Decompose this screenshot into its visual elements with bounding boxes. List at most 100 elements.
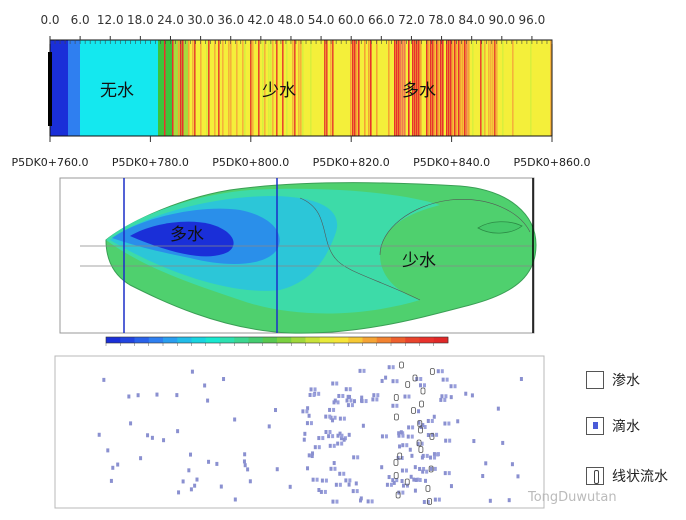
water-point-marker xyxy=(400,468,404,473)
water-point-marker xyxy=(150,435,154,440)
dripping-icon xyxy=(586,417,604,435)
strip-stripe xyxy=(222,40,224,136)
water-point-marker xyxy=(288,484,292,489)
strip-stripe xyxy=(436,40,438,136)
strip-stripe xyxy=(200,40,202,136)
water-point-marker xyxy=(384,434,388,439)
water-point-marker xyxy=(189,452,193,457)
top-tick-label: 84.0 xyxy=(458,13,485,27)
water-point-marker xyxy=(175,393,179,398)
water-point-marker xyxy=(336,441,340,446)
water-point-marker xyxy=(385,482,389,487)
strip-stripe xyxy=(530,40,532,136)
strip-stripe xyxy=(330,40,332,136)
strip-stripe xyxy=(466,40,468,136)
water-point-marker xyxy=(309,387,313,392)
water-point-marker xyxy=(246,467,250,472)
station-tick-label: P5DK0+780.0 xyxy=(112,156,189,169)
water-point-marker xyxy=(111,465,115,470)
strip-stripe xyxy=(430,40,432,136)
water-point-marker xyxy=(407,394,411,399)
water-point-marker xyxy=(203,383,207,388)
water-point-marker xyxy=(359,496,363,501)
station-tick-label: P5DK0+860.0 xyxy=(513,156,590,169)
water-point-marker xyxy=(449,395,453,400)
color-scale-segment xyxy=(220,337,235,343)
legend-dripping-label: 滴水 xyxy=(612,419,640,435)
linear-flow-marker xyxy=(418,446,424,453)
strip-stripe xyxy=(270,40,272,136)
color-scale-segment xyxy=(177,337,192,343)
water-point-marker xyxy=(274,408,278,413)
strip-stripe xyxy=(512,40,514,136)
strip-stripe xyxy=(228,40,230,136)
water-point-marker xyxy=(449,384,453,389)
water-point-marker xyxy=(340,441,344,446)
strip-stripe xyxy=(446,40,448,136)
water-point-marker xyxy=(448,438,452,443)
water-point-marker xyxy=(401,483,405,488)
water-point-marker xyxy=(333,415,337,420)
color-scale-segment xyxy=(262,337,278,343)
water-point-marker xyxy=(177,490,181,495)
linear-flow-marker xyxy=(419,400,424,408)
linear-flow-marker xyxy=(428,465,434,473)
water-point-marker xyxy=(391,478,395,483)
color-scale-bar xyxy=(105,336,449,346)
linear-flow-marker xyxy=(416,439,422,447)
strip-stripe xyxy=(418,40,420,136)
strip-stripe xyxy=(230,40,232,136)
top-tick-label: 36.0 xyxy=(217,13,244,27)
linear-flow-marker xyxy=(420,387,426,395)
strip-stripe xyxy=(258,40,260,136)
strip-stripe xyxy=(398,40,400,136)
water-point-marker xyxy=(275,467,279,472)
color-scale-segment xyxy=(205,337,221,343)
water-point-marker xyxy=(423,425,427,430)
color-scale-segment xyxy=(234,337,249,343)
water-point-marker xyxy=(176,429,180,434)
strip-stripe xyxy=(292,40,294,136)
water-point-marker xyxy=(313,445,317,450)
water-point-marker xyxy=(425,453,429,458)
linear-flow-marker xyxy=(404,478,410,486)
strip-stripe xyxy=(352,40,354,136)
contour-small-loop xyxy=(477,221,523,234)
strip-stripe xyxy=(484,40,486,136)
strip-stripe xyxy=(182,40,184,136)
water-point-marker xyxy=(358,368,362,373)
top-tick-label: 6.0 xyxy=(71,13,90,27)
strip-stripe xyxy=(354,40,356,136)
water-point-marker xyxy=(359,498,363,503)
water-point-marker xyxy=(344,387,348,392)
water-point-marker xyxy=(342,416,346,421)
water-point-marker xyxy=(242,459,246,464)
strip-stripe xyxy=(272,40,274,136)
water-point-marker xyxy=(324,414,328,419)
water-point-marker xyxy=(410,434,414,439)
water-point-marker xyxy=(421,423,425,428)
water-point-marker xyxy=(417,409,421,414)
water-point-marker xyxy=(317,391,321,396)
linear-flow-marker xyxy=(427,498,432,505)
strip-stripe xyxy=(482,40,484,136)
strip-stripe xyxy=(428,40,430,136)
linear-flow-marker xyxy=(425,485,431,492)
strip-stripe xyxy=(206,40,208,136)
color-scale-segment xyxy=(433,337,449,343)
top-tick-label: 18.0 xyxy=(127,13,154,27)
watermark: TongDuwutan xyxy=(528,490,617,505)
water-point-marker xyxy=(331,418,335,423)
legend-dripping: 滴水 xyxy=(586,416,640,436)
water-point-marker xyxy=(416,477,420,482)
strip-stripe xyxy=(426,40,428,136)
water-point-marker xyxy=(375,397,379,402)
color-scale-segment xyxy=(419,337,435,343)
strip-stripe xyxy=(480,40,482,136)
legend-linear-flow-label: 线状流水 xyxy=(612,469,668,485)
strip-stripe xyxy=(252,40,254,136)
strip-stripe xyxy=(402,40,404,136)
strip-stripe xyxy=(218,40,220,136)
strip-stripe xyxy=(502,40,504,136)
strip-stripe xyxy=(326,40,328,136)
